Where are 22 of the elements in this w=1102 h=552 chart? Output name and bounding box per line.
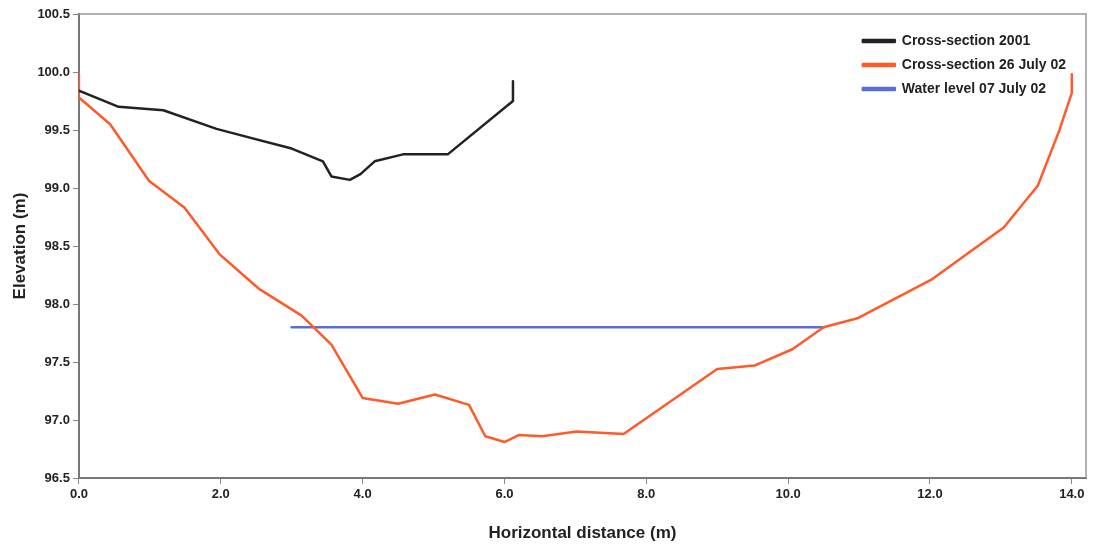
- y-tick-label: 99.0: [44, 179, 70, 195]
- y-tick-label: 99.5: [44, 121, 70, 137]
- y-tick-label: 96.5: [44, 469, 70, 485]
- y-tick-label: 100.5: [37, 5, 70, 21]
- y-tick-label: 97.0: [44, 411, 70, 427]
- x-tick-label: 10.0: [775, 486, 801, 502]
- y-tick-label: 97.5: [44, 353, 70, 369]
- legend-label: Cross-section 26 July 02: [901, 55, 1067, 72]
- x-axis-title: Horizontal distance (m): [488, 523, 677, 543]
- y-axis-title: Elevation (m): [9, 192, 29, 300]
- x-tick-label: 6.0: [495, 486, 514, 502]
- legend-label: Cross-section 2001: [901, 31, 1031, 48]
- x-tick-label: 4.0: [353, 486, 372, 502]
- y-tick-label: 98.0: [44, 295, 70, 311]
- x-tick-label: 2.0: [211, 486, 230, 502]
- legend-label: Water level 07 July 02: [901, 79, 1047, 96]
- y-tick-label: 98.5: [44, 237, 70, 253]
- x-tick-label: 0.0: [69, 486, 88, 502]
- y-tick-label: 100.0: [37, 63, 70, 79]
- x-tick-label: 8.0: [637, 486, 656, 502]
- x-tick-label: 12.0: [917, 486, 943, 502]
- x-tick-label: 14.0: [1059, 486, 1085, 502]
